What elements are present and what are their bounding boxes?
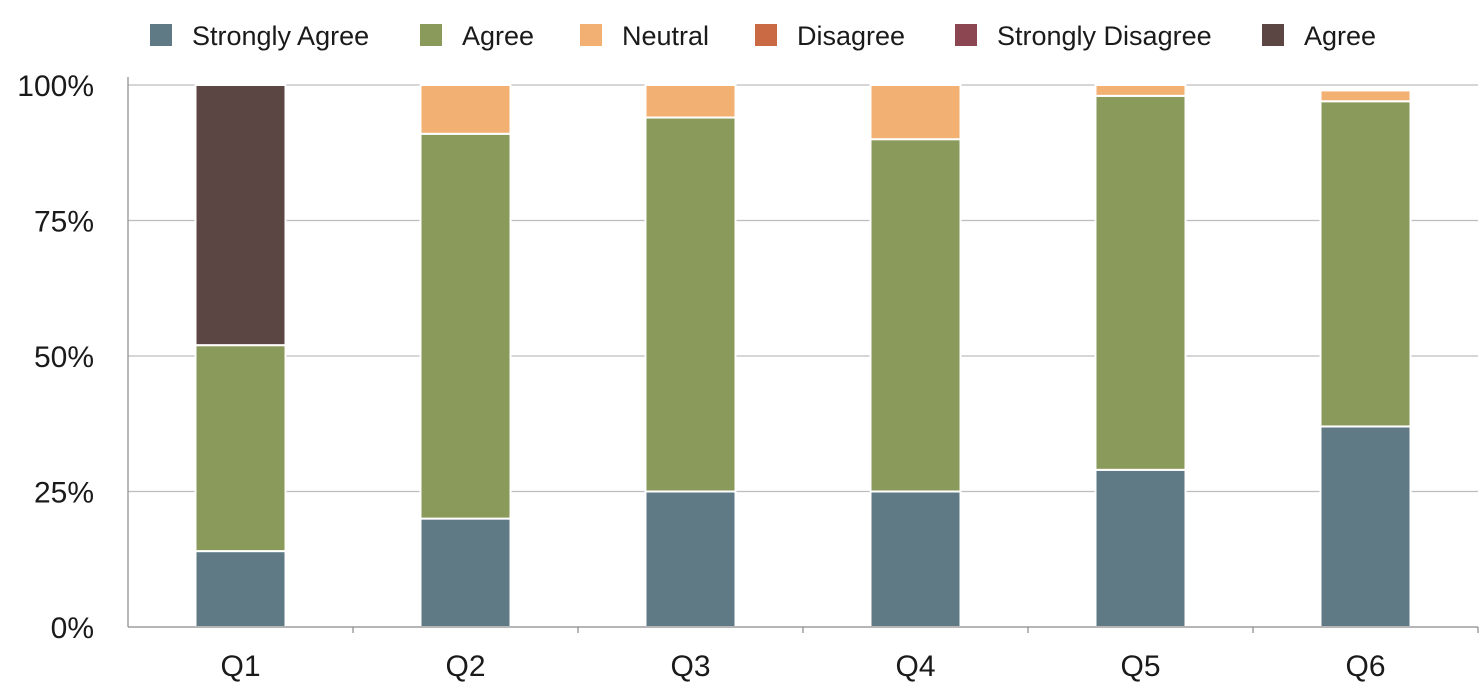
y-tick-label: 50%: [34, 341, 94, 374]
bar-segment: [419, 84, 512, 135]
bar-segment: [869, 490, 962, 628]
y-tick-label: 25%: [34, 477, 94, 510]
legend-label: Disagree: [797, 21, 905, 51]
legend-swatch: [955, 24, 977, 46]
y-tick-label: 0%: [51, 612, 94, 645]
legend: Strongly Agree Agree Neutral Disagree Strong…: [150, 21, 1376, 51]
bar-segment: [644, 490, 737, 628]
bar-segment: [1319, 425, 1412, 628]
gridlines: [128, 84, 1478, 493]
bar-segment: [1319, 100, 1412, 428]
legend-label: Agree: [462, 21, 534, 51]
x-tick-label: Q4: [895, 650, 935, 683]
bar-segment: [1319, 89, 1412, 103]
bar-segment: [194, 344, 287, 553]
bar-segment: [644, 84, 737, 119]
axes: [127, 77, 1479, 633]
y-tick-label: 100%: [17, 70, 94, 103]
x-tick-label: Q5: [1120, 650, 1160, 683]
legend-label: Neutral: [622, 21, 709, 51]
bar-segment: [1094, 468, 1187, 628]
legend-swatch: [150, 24, 172, 46]
legend-swatch: [420, 24, 442, 46]
legend-swatch: [580, 24, 602, 46]
x-tick-label: Q2: [445, 650, 485, 683]
bar-segment: [419, 517, 512, 628]
legend-swatch: [755, 24, 777, 46]
bar-segment: [194, 84, 287, 347]
legend-label: Strongly Agree: [192, 21, 369, 51]
x-tick-labels: Q1 Q2 Q3 Q4 Q5 Q6: [220, 650, 1385, 683]
x-tick-label: Q3: [670, 650, 710, 683]
legend-swatch: [1262, 24, 1284, 46]
bar-segment: [1094, 84, 1187, 97]
y-tick-labels: 0% 25% 50% 75% 100%: [17, 70, 94, 645]
x-tick-label: Q1: [220, 650, 260, 683]
bar-segment: [194, 550, 287, 628]
bar-segment: [869, 84, 962, 141]
x-tick-label: Q6: [1345, 650, 1385, 683]
legend-label: Strongly Disagree: [997, 21, 1212, 51]
bar-segment: [1094, 94, 1187, 471]
bars: [194, 84, 1412, 628]
bar-segment: [869, 138, 962, 493]
legend-label: Agree: [1304, 21, 1376, 51]
bar-segment: [419, 132, 512, 520]
y-tick-label: 75%: [34, 206, 94, 239]
bar-segment: [644, 116, 737, 493]
